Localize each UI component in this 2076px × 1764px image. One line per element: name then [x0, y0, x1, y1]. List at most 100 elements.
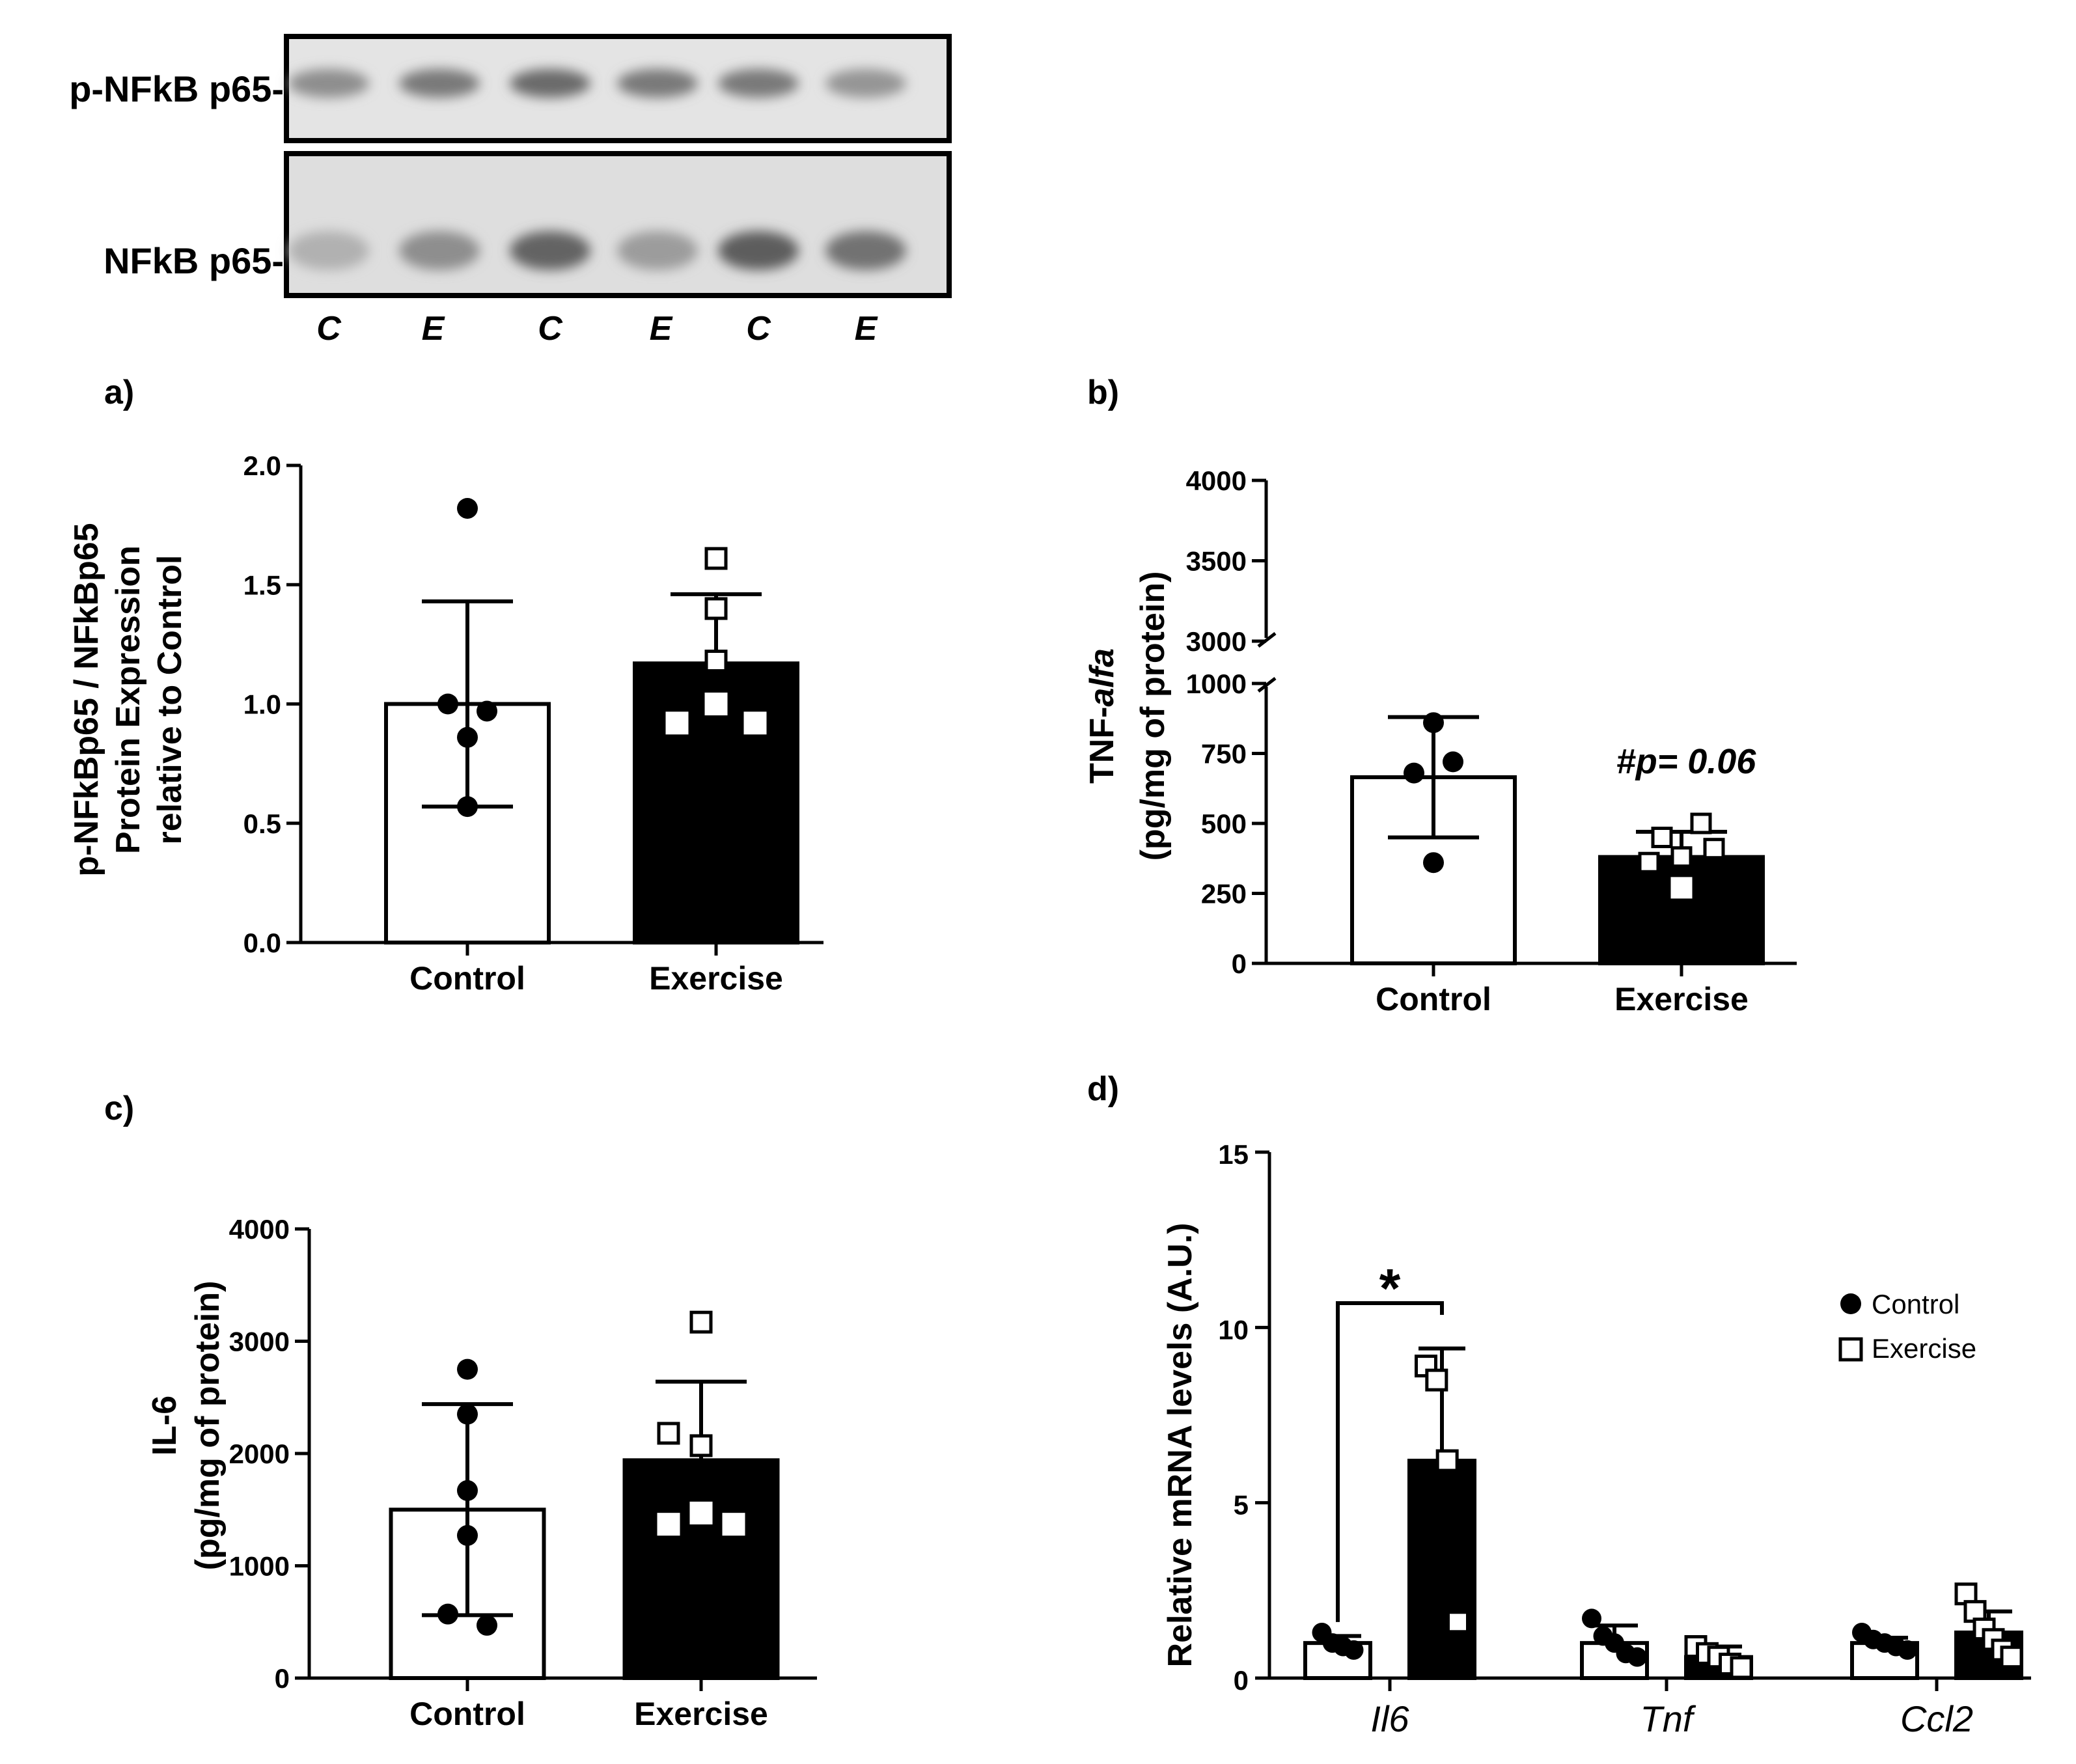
- y-tick-label: 1000: [1186, 668, 1247, 699]
- y-tick-label: 500: [1201, 808, 1247, 839]
- data-point-control: [457, 497, 478, 519]
- y-tick-label: 1000: [229, 1551, 290, 1582]
- legend-exercise-label: Exercise: [1872, 1333, 1976, 1364]
- blot-band: [288, 69, 369, 98]
- y-tick-label: 15: [1218, 1139, 1249, 1170]
- y-tick-label: 0.5: [243, 808, 281, 839]
- data-point-exercise: [704, 650, 728, 673]
- y-tick-label: 3500: [1186, 546, 1247, 577]
- blot-frame-bottom: [284, 151, 952, 298]
- data-point-control: [477, 1614, 497, 1636]
- x-tick-label: Control: [409, 960, 525, 997]
- y-tick-label: 0: [275, 1663, 290, 1694]
- blot-band: [718, 69, 799, 98]
- data-point-control: [1898, 1640, 1917, 1660]
- svg-text:(pg/mg of protein): (pg/mg of protein): [189, 1281, 227, 1571]
- blot-row-label-phospho: p-NFkB p65-: [69, 68, 284, 109]
- y-tick-label: 3000: [1186, 626, 1247, 657]
- data-point-control: [1443, 751, 1463, 773]
- svg-text:(pg/mg of protein): (pg/mg of protein): [1134, 572, 1172, 861]
- panel-label-c: c): [104, 1090, 134, 1127]
- x-tick-label: Control: [409, 1696, 525, 1732]
- data-point-control: [1423, 712, 1444, 734]
- chart-d-ylabel: Relative mRNA levels (A.U.): [1161, 1223, 1199, 1668]
- data-point-exercise: [1690, 812, 1712, 834]
- data-point-control: [1627, 1647, 1647, 1667]
- y-tick-label: 250: [1201, 879, 1247, 909]
- axis-break-mark: [1257, 632, 1277, 648]
- y-tick-label: 1.5: [243, 570, 281, 600]
- axis-break-mark: [1257, 677, 1277, 693]
- chart-b-annotation: #p= 0.06: [1616, 742, 1757, 781]
- y-tick-label: 2000: [229, 1439, 290, 1469]
- x-tick-label: Il6: [1370, 1698, 1409, 1739]
- data-point-control: [437, 693, 458, 715]
- data-point-exercise: [1670, 877, 1693, 899]
- y-tick-label: 0.0: [243, 928, 281, 958]
- data-point-exercise: [1670, 846, 1693, 868]
- data-point-exercise: [1730, 1656, 1753, 1679]
- blot-band: [617, 231, 698, 270]
- x-tick-label: Exercise: [634, 1696, 768, 1732]
- y-tick-label: 4000: [1186, 465, 1247, 496]
- data-point-exercise: [689, 1434, 713, 1457]
- blot-band: [399, 69, 480, 98]
- data-point-exercise: [743, 711, 767, 735]
- data-point-exercise: [1435, 1449, 1459, 1472]
- data-point-exercise: [1446, 1610, 1469, 1634]
- western-blot: p-NFkB p65- NFkB p65- C E C E C E: [69, 34, 952, 348]
- blot-band: [510, 69, 590, 98]
- data-point-exercise: [2000, 1646, 2023, 1669]
- chart-a-ylabel: p-NFkBp65 / NFkBp65 Protein Expression r…: [68, 523, 189, 876]
- data-point-exercise: [1651, 827, 1673, 848]
- legend-control-marker: [1840, 1293, 1861, 1314]
- blot-lane-label: C: [746, 310, 771, 348]
- data-point-control: [457, 796, 478, 818]
- svg-text:p-NFkBp65 / NFkBp65: p-NFkBp65 / NFkBp65: [68, 523, 105, 876]
- blot-band: [718, 231, 799, 270]
- x-tick-label: Ccl2: [1900, 1698, 1973, 1739]
- chart-d-legend: Control Exercise: [1838, 1289, 1976, 1364]
- data-point-exercise: [704, 693, 728, 715]
- blot-lane-label: E: [650, 310, 673, 348]
- blot-band: [825, 231, 906, 270]
- panel-label-d: d): [1087, 1070, 1119, 1108]
- y-tick-label: 750: [1201, 739, 1247, 769]
- blot-band: [288, 231, 369, 270]
- blot-lane-label: E: [422, 310, 445, 348]
- svg-text:Protein Expression: Protein Expression: [109, 545, 147, 854]
- blot-band: [510, 231, 590, 270]
- legend-control-label: Control: [1872, 1289, 1959, 1319]
- blot-row-label-total: NFkB p65-: [104, 240, 284, 281]
- x-tick-label: Exercise: [649, 960, 783, 997]
- chart-d-significance: *: [1336, 1258, 1444, 1622]
- chart-c: 0 1000 2000 3000 4000 Control Exercise: [229, 1214, 817, 1732]
- y-tick-label: 3000: [229, 1327, 290, 1357]
- panel-label-b: b): [1087, 374, 1119, 411]
- y-tick-label: 10: [1218, 1314, 1249, 1345]
- data-point-exercise: [1703, 838, 1725, 860]
- significance-star: *: [1379, 1258, 1401, 1319]
- chart-d: 0 5 10 15 Il6 Tnf Ccl2: [1218, 1139, 2031, 1739]
- bar: [622, 1458, 780, 1681]
- chart-b-ylabel: TNF-alfa (pg/mg of protein): [1083, 572, 1172, 861]
- svg-text:IL-6: IL-6: [146, 1396, 184, 1455]
- data-point-control: [1404, 762, 1424, 784]
- data-point-exercise: [657, 1422, 680, 1445]
- svg-text:relative to Control: relative to Control: [151, 555, 189, 845]
- data-point-control: [457, 1524, 478, 1546]
- data-point-control: [1423, 852, 1444, 874]
- data-point-control: [457, 1358, 478, 1380]
- svg-text:TNF-alfa: TNF-alfa: [1083, 648, 1121, 784]
- y-tick-label: 0: [1234, 1665, 1249, 1696]
- data-point-control: [457, 1403, 478, 1425]
- legend-exercise-marker: [1838, 1337, 1863, 1362]
- data-point-control: [437, 1603, 458, 1625]
- data-point-control: [1344, 1640, 1364, 1660]
- data-point-control: [457, 726, 478, 748]
- x-tick-label: Control: [1376, 981, 1491, 1017]
- blot-lane-label: C: [538, 310, 563, 348]
- blot-lane-label: C: [316, 310, 342, 348]
- chart-b: 0 250 500 750 1000 3000 3500 4000 Control Exercis…: [1186, 465, 1797, 1017]
